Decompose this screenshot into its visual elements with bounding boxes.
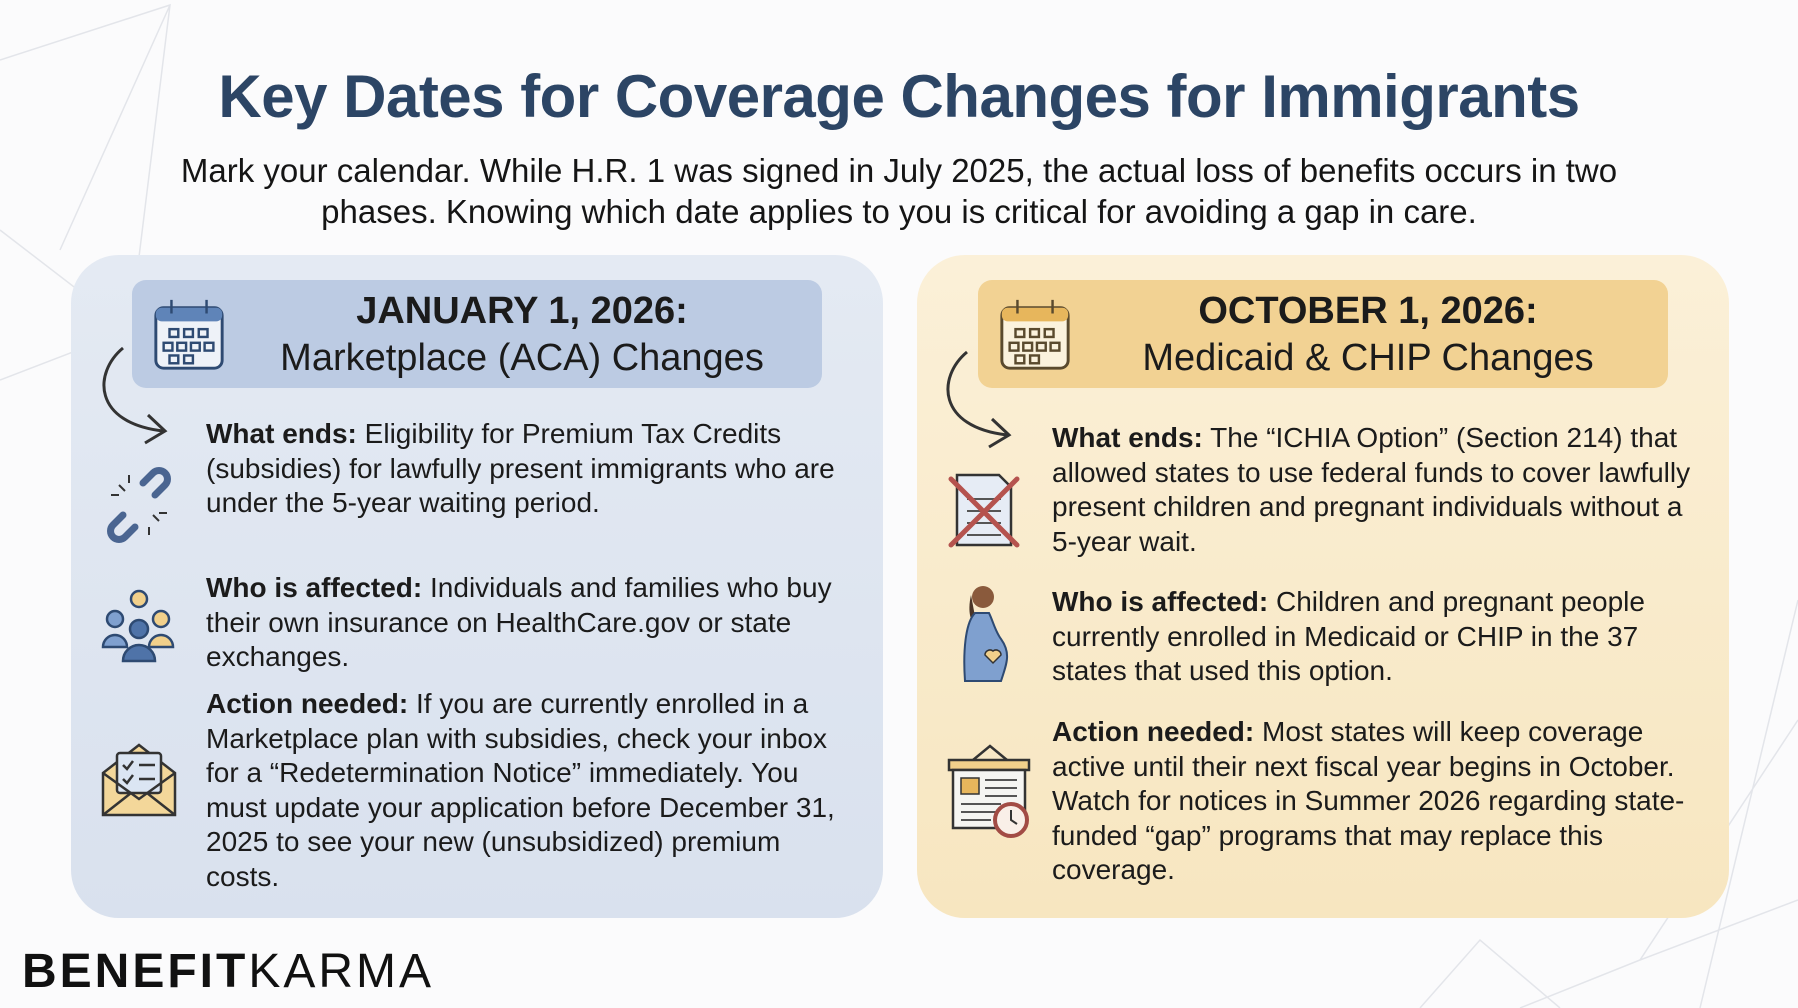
logo-bold: BENEFIT — [22, 945, 249, 998]
logo-light: KARMA — [248, 945, 435, 998]
item-text: Eligibility for Premium Tax Credits (sub… — [206, 418, 835, 518]
item-label: What ends: — [1052, 422, 1203, 453]
benefitkarma-logo: BENEFITKARMA — [22, 944, 434, 999]
marketplace-changes-card: JANUARY 1, 2026: Marketplace (ACA) Chang… — [71, 255, 883, 918]
calendar-icon — [154, 299, 224, 370]
notice-board-clock-icon — [947, 744, 1031, 838]
item-label: Who is affected: — [206, 572, 423, 603]
card-header: OCTOBER 1, 2026: Medicaid & CHIP Changes — [978, 280, 1668, 388]
action-needed-item: Action needed: Most states will keep cov… — [1052, 715, 1702, 888]
medicaid-chip-changes-card: OCTOBER 1, 2026: Medicaid & CHIP Changes… — [917, 255, 1729, 918]
calendar-icon — [1000, 299, 1070, 370]
envelope-checklist-icon — [101, 743, 177, 817]
crossed-document-icon — [948, 473, 1020, 548]
curved-arrow-icon — [946, 350, 1012, 449]
item-text: Children and pregnant people currently e… — [1052, 586, 1645, 686]
item-label: Action needed: — [206, 688, 409, 719]
page-title: Key Dates for Coverage Changes for Immig… — [218, 63, 1580, 130]
what-ends-item: What ends: Eligibility for Premium Tax C… — [206, 417, 856, 521]
card-date: OCTOBER 1, 2026: — [1198, 290, 1538, 332]
item-text: Individuals and families who buy their o… — [206, 572, 832, 672]
item-label: What ends: — [206, 418, 357, 449]
what-ends-item: What ends: The “ICHIA Option” (Section 2… — [1052, 421, 1702, 559]
people-group-icon — [101, 589, 175, 663]
curved-arrow-icon — [102, 346, 168, 445]
item-label: Who is affected: — [1052, 586, 1269, 617]
page-subtitle: Mark your calendar. While H.R. 1 was sig… — [180, 152, 1618, 230]
item-label: Action needed: — [1052, 716, 1255, 747]
card-header: JANUARY 1, 2026: Marketplace (ACA) Chang… — [132, 280, 822, 388]
broken-chain-icon — [107, 467, 171, 543]
who-affected-item: Who is affected: Individuals and familie… — [206, 571, 856, 675]
item-text: The “ICHIA Option” (Section 214) that al… — [1052, 422, 1691, 557]
item-text: If you are currently enrolled in a Marke… — [206, 688, 835, 892]
item-text: Most states will keep coverage active un… — [1052, 716, 1685, 885]
card-heading: Medicaid & CHIP Changes — [1142, 337, 1594, 379]
card-date: JANUARY 1, 2026: — [356, 290, 688, 332]
who-affected-item: Who is affected: Children and pregnant p… — [1052, 585, 1702, 689]
pregnant-person-icon — [963, 586, 1008, 682]
action-needed-item: Action needed: If you are currently enro… — [206, 687, 856, 894]
card-heading: Marketplace (ACA) Changes — [280, 337, 764, 379]
